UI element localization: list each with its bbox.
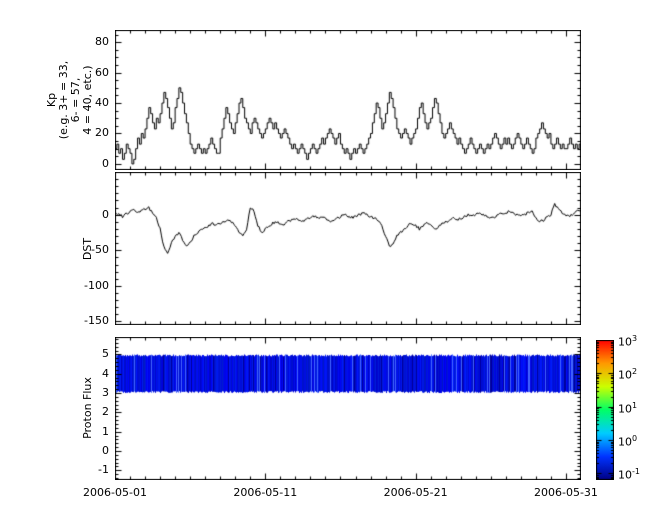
y-tick-label: 1: [102, 424, 109, 438]
y-tick-label: -100: [84, 278, 109, 292]
x-tick-label: 2006-05-31: [533, 486, 598, 499]
y-tick-label: 5: [102, 347, 109, 361]
colorbar-tick-label: 101: [618, 400, 638, 416]
kp-panel: [115, 30, 581, 170]
y-tick-label: 3: [102, 386, 109, 400]
colorbar-tick-label: 10-1: [618, 467, 640, 482]
colorbar-tick-label: 102: [618, 367, 638, 382]
y-tick-label: 0: [102, 156, 109, 170]
y-tick-label: 80: [95, 35, 109, 49]
y-tick-label: 20: [95, 126, 109, 140]
colorbar-tick-label: 103: [618, 334, 638, 349]
dst-panel: [115, 172, 581, 325]
x-tick-label: 2006-05-01: [83, 486, 147, 499]
x-tick-label: 2006-05-21: [383, 486, 448, 499]
y-tick-label: -1: [98, 463, 109, 477]
y-tick-label: 2: [102, 405, 109, 419]
colorbar: [596, 340, 614, 480]
y-tick-label: -50: [91, 243, 109, 257]
y-tick-label: 4: [102, 366, 109, 380]
y-tick-label: 60: [95, 65, 109, 79]
y-tick-label: 0: [102, 207, 109, 221]
y-tick-label: 40: [95, 96, 109, 110]
colorbar-tick-label: 100: [618, 434, 638, 449]
y-tick-label: 0: [102, 444, 109, 457]
y-tick-label: -150: [84, 314, 109, 328]
proton-flux-panel: [115, 337, 581, 480]
x-tick-label: 2006-05-11: [233, 486, 298, 499]
